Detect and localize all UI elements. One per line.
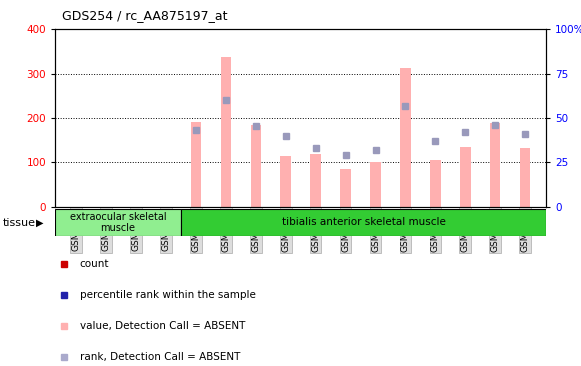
Bar [221,57,231,207]
Bar [191,123,201,207]
Text: GDS254 / rc_AA875197_at: GDS254 / rc_AA875197_at [63,9,228,22]
Bar [181,209,546,236]
Text: count: count [80,259,109,269]
Text: tibialis anterior skeletal muscle: tibialis anterior skeletal muscle [282,217,446,227]
Bar [55,209,181,236]
Text: extraocular skeletal
muscle: extraocular skeletal muscle [70,212,166,233]
Bar [490,123,500,207]
Bar [460,147,471,207]
Bar [310,154,321,207]
Text: tissue: tissue [3,217,36,228]
Text: percentile rank within the sample: percentile rank within the sample [80,290,256,300]
Bar [281,156,291,207]
Text: ▶: ▶ [36,217,44,228]
Text: value, Detection Call = ABSENT: value, Detection Call = ABSENT [80,321,245,331]
Bar [250,125,261,207]
Bar [370,163,381,207]
Text: rank, Detection Call = ABSENT: rank, Detection Call = ABSENT [80,352,240,362]
Bar [430,160,440,207]
Bar [340,169,351,207]
Bar [520,148,530,207]
Bar [400,68,411,207]
